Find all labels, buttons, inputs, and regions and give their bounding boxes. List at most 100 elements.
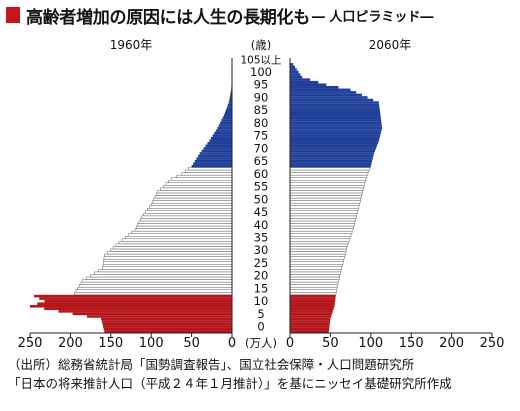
pyramid-panel-2060 bbox=[289, 63, 383, 333]
value-tick-label-1960-150: 150 bbox=[98, 336, 123, 351]
age-bar-1960-77 bbox=[212, 134, 232, 137]
age-bar-1960-89 bbox=[227, 103, 232, 107]
age-bar-2060-70 bbox=[290, 152, 375, 155]
age-bar-1960-54 bbox=[156, 192, 233, 196]
age-bar-1960-61 bbox=[176, 174, 233, 178]
value-tick-label-1960-100: 100 bbox=[139, 336, 164, 351]
age-bar-1960-45 bbox=[141, 215, 233, 219]
age-bar-1960-59 bbox=[168, 179, 233, 183]
age-tick-label-60: 60 bbox=[254, 167, 269, 181]
age-bar-2060-84 bbox=[290, 116, 381, 120]
age-bar-2060-91 bbox=[290, 98, 374, 102]
age-bar-1960-50 bbox=[150, 202, 233, 206]
age-bar-2060-68 bbox=[290, 157, 373, 160]
age-bar-1960-65 bbox=[191, 164, 232, 168]
age-bar-2060-66 bbox=[290, 162, 372, 165]
value-tick-label-1960-50: 50 bbox=[183, 336, 200, 351]
age-bar-2060-37 bbox=[289, 236, 351, 240]
age-bar-1960-56 bbox=[160, 187, 233, 191]
age-bar-1960-1 bbox=[103, 327, 232, 331]
age-bar-1960-23 bbox=[94, 271, 233, 275]
age-bar-1960-58 bbox=[165, 182, 233, 186]
age-bar-2060-22 bbox=[289, 274, 340, 278]
age-bar-2060-26 bbox=[289, 264, 343, 268]
age-bar-1960-69 bbox=[198, 154, 232, 158]
age-bar-2060-75 bbox=[290, 139, 379, 143]
age-bar-2060-9 bbox=[290, 307, 334, 311]
age-bar-2060-50 bbox=[289, 202, 360, 206]
age-bar-2060-54 bbox=[289, 192, 363, 196]
age-bar-2060-60 bbox=[289, 177, 367, 181]
value-tick-label-2060-100: 100 bbox=[358, 336, 383, 351]
age-bar-2060-73 bbox=[290, 144, 377, 148]
age-bar-2060-95 bbox=[290, 88, 351, 92]
age-bar-2060-93 bbox=[290, 93, 362, 97]
age-bar-1960-44 bbox=[139, 218, 233, 222]
age-bar-1960-34 bbox=[115, 243, 233, 247]
age-tick-label-15: 15 bbox=[254, 281, 269, 295]
age-bar-2060-10 bbox=[290, 304, 335, 308]
age-bar-2060-89 bbox=[290, 103, 380, 107]
age-bar-2060-55 bbox=[289, 190, 363, 194]
value-tick-label-1960-250: 250 bbox=[18, 336, 43, 351]
age-tick-label-85: 85 bbox=[254, 103, 269, 117]
age-bar-1960-64 bbox=[188, 167, 233, 171]
age-bar-2060-8 bbox=[290, 310, 333, 313]
age-bar-2060-98 bbox=[290, 80, 319, 84]
age-tick-label-105: 105以上 bbox=[240, 54, 281, 66]
age-bar-1960-24 bbox=[98, 269, 233, 273]
age-bar-1960-82 bbox=[220, 121, 232, 125]
age-bar-1960-90 bbox=[228, 101, 232, 104]
age-bar-1960-40 bbox=[134, 228, 233, 232]
age-bar-1960-19 bbox=[80, 281, 233, 285]
age-bar-2060-105 bbox=[290, 63, 294, 66]
age-bar-1960-94 bbox=[230, 91, 232, 94]
panel-label-2060: 2060年 bbox=[369, 38, 412, 52]
age-bar-1960-67 bbox=[194, 159, 232, 163]
caption-line-1: （出所）総務省統計局「国勢調査報告」、国立社会保障・人口問題研究所 bbox=[8, 357, 415, 372]
age-bar-1960-88 bbox=[226, 106, 232, 109]
age-bar-2060-92 bbox=[290, 96, 368, 99]
age-bar-1960-63 bbox=[184, 169, 233, 173]
age-bar-1960-13 bbox=[39, 297, 232, 300]
age-bar-1960-29 bbox=[103, 256, 233, 260]
age-bar-2060-44 bbox=[289, 218, 356, 222]
age-bar-2060-18 bbox=[289, 284, 338, 288]
age-bar-2060-87 bbox=[290, 108, 380, 112]
age-bar-2060-81 bbox=[290, 124, 382, 127]
title-accent-mark bbox=[6, 7, 20, 23]
age-bar-2060-39 bbox=[289, 230, 353, 234]
age-bar-1960-37 bbox=[125, 236, 233, 240]
age-bar-2060-82 bbox=[290, 121, 382, 125]
age-bar-2060-79 bbox=[290, 129, 382, 132]
age-bar-2060-101 bbox=[290, 73, 301, 76]
value-tick-label-2060-200: 200 bbox=[439, 336, 464, 351]
age-bar-2060-57 bbox=[289, 185, 365, 189]
age-bar-2060-7 bbox=[290, 312, 333, 316]
age-bar-2060-85 bbox=[290, 114, 381, 117]
age-bar-2060-100 bbox=[290, 75, 303, 79]
title-bar: 高齢者増加の原因には人生の長期化も ― 人口ピラミッド― bbox=[6, 4, 433, 28]
age-bar-2060-32 bbox=[289, 248, 347, 252]
value-tick-label-1960-0: 0 bbox=[228, 336, 236, 351]
age-bar-1960-4 bbox=[101, 320, 232, 323]
age-bar-2060-31 bbox=[289, 251, 346, 255]
age-bar-2060-47 bbox=[289, 210, 358, 214]
age-bar-2060-38 bbox=[289, 233, 352, 237]
age-bar-2060-5 bbox=[290, 317, 331, 321]
age-bar-1960-70 bbox=[199, 152, 232, 155]
age-bar-2060-67 bbox=[290, 159, 373, 163]
age-bar-1960-72 bbox=[203, 147, 232, 150]
age-bar-1960-26 bbox=[102, 264, 233, 268]
age-bar-2060-30 bbox=[289, 253, 346, 257]
unit-label: (万人) bbox=[245, 336, 277, 350]
age-tick-label-10: 10 bbox=[254, 294, 269, 308]
age-bar-1960-7 bbox=[72, 312, 232, 316]
age-bar-2060-59 bbox=[289, 179, 366, 183]
age-bar-2060-56 bbox=[289, 187, 364, 191]
age-bar-1960-86 bbox=[224, 111, 232, 115]
age-bar-2060-21 bbox=[289, 276, 340, 280]
age-tick-label-80: 80 bbox=[254, 116, 269, 130]
age-bar-2060-62 bbox=[289, 172, 369, 176]
